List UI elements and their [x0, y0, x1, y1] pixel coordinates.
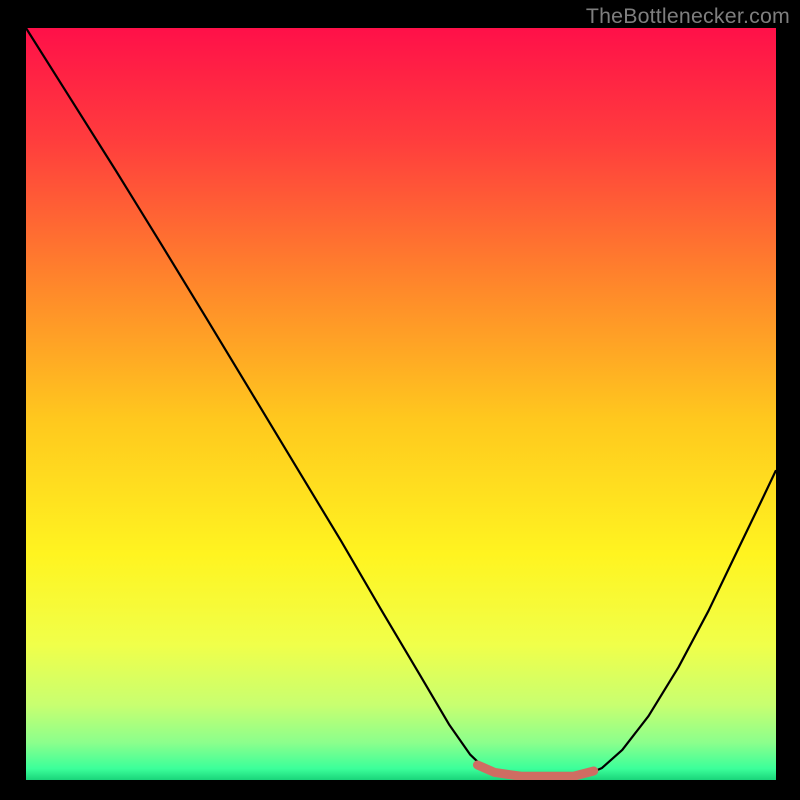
plot-area	[26, 28, 776, 780]
chart-stage: TheBottlenecker.com	[0, 0, 800, 800]
watermark-text: TheBottlenecker.com	[586, 4, 790, 29]
chart-svg	[26, 28, 776, 780]
gradient-background	[26, 28, 776, 780]
